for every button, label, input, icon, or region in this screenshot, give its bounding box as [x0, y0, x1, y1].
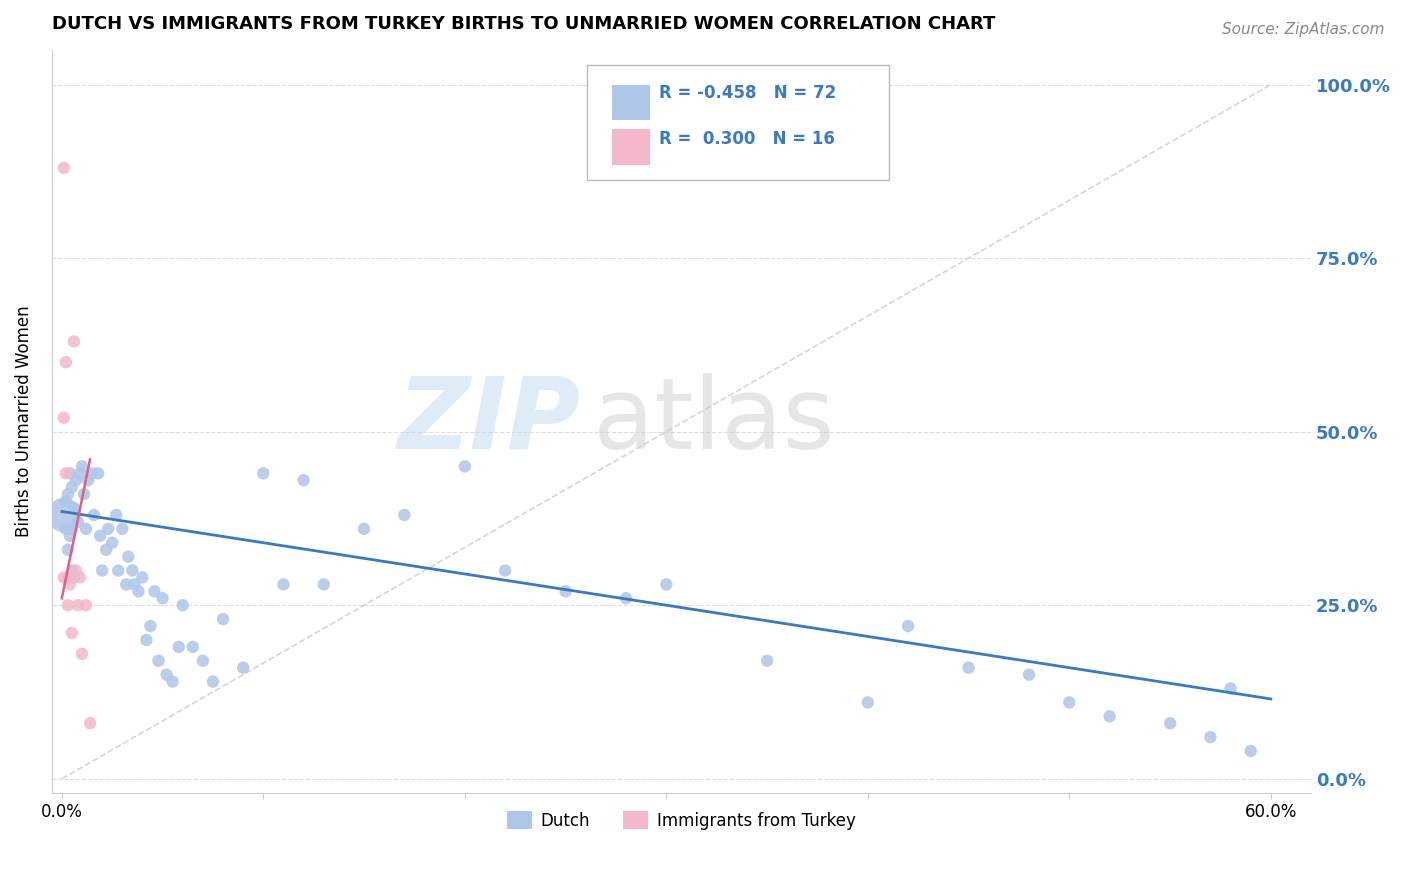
- Point: [1059, 695, 1081, 709]
- FancyBboxPatch shape: [612, 129, 650, 165]
- Point: [105, 508, 128, 522]
- Point: [63, 334, 86, 349]
- Point: [394, 508, 416, 522]
- Point: [75, 598, 97, 612]
- Point: [312, 577, 335, 591]
- Point: [172, 598, 194, 612]
- Point: [69, 467, 91, 481]
- Point: [957, 661, 980, 675]
- Point: [75, 522, 97, 536]
- Point: [353, 522, 375, 536]
- Point: [59, 577, 82, 591]
- Point: [52, 570, 75, 584]
- Point: [212, 612, 235, 626]
- Legend: Dutch, Immigrants from Turkey: Dutch, Immigrants from Turkey: [501, 805, 862, 837]
- Point: [115, 577, 138, 591]
- Point: [191, 654, 214, 668]
- Point: [56, 598, 79, 612]
- Point: [1219, 681, 1241, 696]
- Point: [65, 564, 87, 578]
- Point: [97, 522, 120, 536]
- Point: [52, 410, 75, 425]
- Point: [131, 570, 153, 584]
- Point: [554, 584, 576, 599]
- Point: [201, 674, 224, 689]
- FancyBboxPatch shape: [612, 85, 650, 120]
- Point: [59, 467, 82, 481]
- Point: [52, 161, 75, 175]
- Point: [55, 467, 77, 481]
- Point: [614, 591, 637, 606]
- Point: [77, 473, 100, 487]
- Point: [79, 716, 101, 731]
- Point: [55, 494, 77, 508]
- Point: [89, 529, 111, 543]
- Point: [111, 522, 134, 536]
- Point: [856, 695, 879, 709]
- Point: [69, 570, 91, 584]
- FancyBboxPatch shape: [586, 65, 889, 180]
- Point: [127, 584, 149, 599]
- Point: [60, 626, 83, 640]
- Point: [152, 591, 174, 606]
- Point: [70, 459, 93, 474]
- Point: [1159, 716, 1181, 731]
- Point: [1018, 667, 1040, 681]
- Point: [292, 473, 315, 487]
- Text: R = -0.458   N = 72: R = -0.458 N = 72: [659, 84, 837, 102]
- Point: [59, 529, 82, 543]
- Point: [124, 577, 146, 591]
- Point: [83, 508, 105, 522]
- Point: [52, 508, 75, 522]
- Point: [1098, 709, 1121, 723]
- Text: atlas: atlas: [593, 373, 835, 470]
- Point: [87, 467, 110, 481]
- Point: [73, 487, 96, 501]
- Point: [273, 577, 295, 591]
- Point: [65, 473, 87, 487]
- Point: [55, 522, 77, 536]
- Point: [1240, 744, 1263, 758]
- Point: [96, 542, 118, 557]
- Text: DUTCH VS IMMIGRANTS FROM TURKEY BIRTHS TO UNMARRIED WOMEN CORRELATION CHART: DUTCH VS IMMIGRANTS FROM TURKEY BIRTHS T…: [52, 15, 995, 33]
- Point: [252, 467, 274, 481]
- Point: [655, 577, 678, 591]
- Point: [143, 584, 166, 599]
- Point: [155, 667, 177, 681]
- Point: [162, 674, 184, 689]
- Point: [63, 570, 86, 584]
- Point: [494, 564, 516, 578]
- Point: [181, 640, 204, 654]
- Text: Source: ZipAtlas.com: Source: ZipAtlas.com: [1222, 22, 1385, 37]
- Point: [232, 661, 254, 675]
- Point: [454, 459, 477, 474]
- Text: R =  0.300   N = 16: R = 0.300 N = 16: [659, 130, 835, 148]
- Point: [897, 619, 920, 633]
- Point: [1199, 730, 1222, 744]
- Point: [756, 654, 779, 668]
- Point: [80, 467, 103, 481]
- Point: [121, 564, 143, 578]
- Point: [148, 654, 170, 668]
- Point: [107, 564, 129, 578]
- Point: [56, 487, 79, 501]
- Point: [91, 564, 114, 578]
- Point: [60, 480, 83, 494]
- Point: [70, 647, 93, 661]
- Point: [66, 515, 89, 529]
- Point: [63, 501, 86, 516]
- Point: [135, 632, 157, 647]
- Point: [117, 549, 139, 564]
- Point: [60, 564, 83, 578]
- Point: [56, 570, 79, 584]
- Point: [101, 535, 124, 549]
- Point: [56, 542, 79, 557]
- Point: [66, 598, 89, 612]
- Point: [167, 640, 190, 654]
- Text: ZIP: ZIP: [398, 373, 581, 470]
- Point: [60, 522, 83, 536]
- Point: [139, 619, 162, 633]
- Y-axis label: Births to Unmarried Women: Births to Unmarried Women: [15, 305, 32, 537]
- Point: [55, 355, 77, 369]
